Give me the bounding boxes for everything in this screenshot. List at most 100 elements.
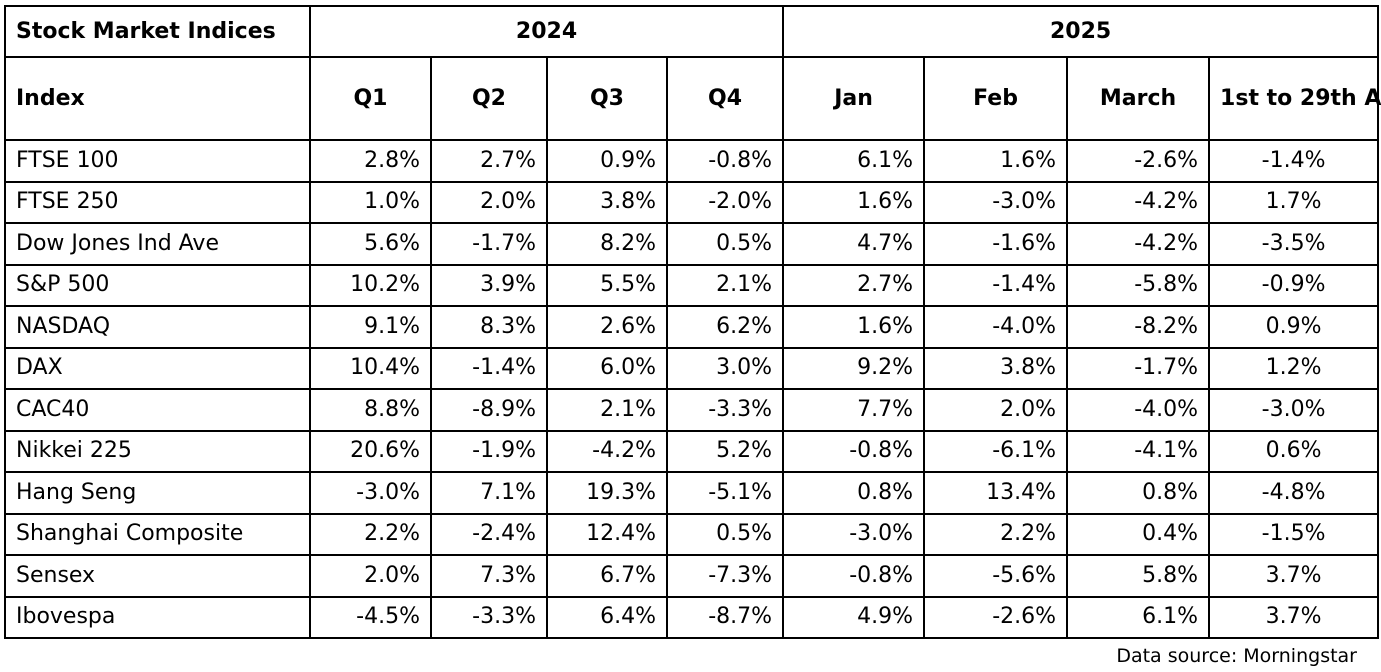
value-cell: 1.6% [782, 180, 926, 224]
value-cell: -4.2% [546, 429, 668, 473]
column-header-q3: Q3 [546, 56, 668, 141]
index-name-cell: Shanghai Composite [4, 512, 311, 556]
value-cell: 3.8% [546, 180, 668, 224]
table-row: CAC40 8.8% -8.9% 2.1% -3.3% 7.7% 2.0% -4.0% -3.0… [4, 388, 1380, 432]
column-header-q4: Q4 [665, 56, 785, 141]
value-cell: 2.7% [782, 263, 926, 307]
value-cell: -8.2% [1066, 305, 1211, 349]
index-name-cell: Nikkei 225 [4, 429, 311, 473]
value-cell: -4.0% [1066, 388, 1211, 432]
table-row: Ibovespa -4.5% -3.3% 6.4% -8.7% 4.9% -2.6% 6.1%… [4, 595, 1380, 639]
value-cell: -2.6% [923, 595, 1069, 639]
value-cell: 0.5% [665, 512, 785, 556]
value-cell: 7.1% [430, 471, 548, 515]
value-cell: 0.8% [782, 471, 926, 515]
value-cell: 13.4% [923, 471, 1069, 515]
value-cell: -1.4% [1208, 139, 1380, 183]
value-cell: 0.4% [1066, 512, 1211, 556]
value-cell: 1.6% [923, 139, 1069, 183]
value-cell: 2.2% [309, 512, 432, 556]
value-cell: 3.7% [1208, 595, 1380, 639]
index-name-cell: NASDAQ [4, 305, 311, 349]
table-row: Shanghai Composite 2.2% -2.4% 12.4% 0.5% -3.0… [4, 512, 1380, 556]
value-cell: -3.3% [665, 388, 785, 432]
value-cell: -1.9% [430, 429, 548, 473]
index-name-cell: Dow Jones Ind Ave [4, 222, 311, 266]
value-cell: -1.5% [1208, 512, 1380, 556]
value-cell: -8.9% [430, 388, 548, 432]
value-cell: 1.0% [309, 180, 432, 224]
value-cell: 6.0% [546, 346, 668, 390]
value-cell: 9.2% [782, 346, 926, 390]
table-row: Dow Jones Ind Ave 5.6% -1.7% 8.2% 0.5% 4.7% -1… [4, 222, 1380, 266]
table-row: S&P 500 10.2% 3.9% 5.5% 2.1% 2.7% -1.4% -5.8% -0… [4, 263, 1380, 307]
corner-label: Stock Market Indices [4, 5, 311, 58]
value-cell: 5.5% [546, 263, 668, 307]
value-cell: 5.6% [309, 222, 432, 266]
index-name-cell: Ibovespa [4, 595, 311, 639]
column-header-row: Index Q1 Q2 Q3 Q4 Jan Feb March 1st to 2… [4, 56, 1381, 141]
value-cell: -4.1% [1066, 429, 1211, 473]
value-cell: 6.4% [546, 595, 668, 639]
table-row: Nikkei 225 20.6% -1.9% -4.2% 5.2% -0.8% -6.1% -… [4, 429, 1380, 473]
group-2024-header: 2024 [308, 5, 785, 58]
value-cell: 2.1% [546, 388, 668, 432]
value-cell: 6.7% [546, 554, 668, 598]
value-cell: 7.3% [430, 554, 548, 598]
value-cell: 2.2% [923, 512, 1069, 556]
value-cell: 6.1% [1066, 595, 1211, 639]
value-cell: 3.9% [430, 263, 548, 307]
index-name-cell: S&P 500 [4, 263, 311, 307]
value-cell: 5.8% [1066, 554, 1211, 598]
value-cell: 2.0% [923, 388, 1069, 432]
table-row: NASDAQ 9.1% 8.3% 2.6% 6.2% 1.6% -4.0% -8.2% 0.9% [4, 305, 1380, 349]
value-cell: 2.0% [309, 554, 432, 598]
value-cell: 10.4% [309, 346, 432, 390]
index-name-cell: DAX [4, 346, 311, 390]
group-2025-header: 2025 [782, 5, 1380, 58]
value-cell: -3.0% [309, 471, 432, 515]
table-row: Hang Seng -3.0% 7.1% 19.3% -5.1% 0.8% 13.4% 0.8… [4, 471, 1380, 515]
value-cell: -2.4% [430, 512, 548, 556]
column-header-april: 1st to 29th April [1208, 56, 1381, 141]
value-cell: -4.5% [309, 595, 432, 639]
value-cell: 1.7% [1208, 180, 1380, 224]
column-header-feb: Feb [923, 56, 1069, 141]
value-cell: -1.7% [430, 222, 548, 266]
value-cell: 8.8% [309, 388, 432, 432]
value-cell: -1.6% [923, 222, 1069, 266]
value-cell: -7.3% [665, 554, 785, 598]
value-cell: 3.0% [665, 346, 785, 390]
table-row: FTSE 100 2.8% 2.7% 0.9% -0.8% 6.1% 1.6% -2.6% -1… [4, 139, 1380, 183]
value-cell: -2.0% [665, 180, 785, 224]
value-cell: 10.2% [309, 263, 432, 307]
value-cell: -4.2% [1066, 180, 1211, 224]
value-cell: 1.2% [1208, 346, 1380, 390]
value-cell: 0.6% [1208, 429, 1380, 473]
value-cell: 2.1% [665, 263, 785, 307]
column-header-q2: Q2 [430, 56, 548, 141]
value-cell: -0.8% [782, 554, 926, 598]
value-cell: 6.1% [782, 139, 926, 183]
value-cell: 2.8% [309, 139, 432, 183]
value-cell: 8.2% [546, 222, 668, 266]
column-header-march: March [1066, 56, 1211, 141]
value-cell: -0.8% [665, 139, 785, 183]
value-cell: -6.1% [923, 429, 1069, 473]
value-cell: 2.0% [430, 180, 548, 224]
column-header-q1: Q1 [309, 56, 432, 141]
value-cell: -4.2% [1066, 222, 1211, 266]
column-header-jan: Jan [782, 56, 926, 141]
value-cell: -1.4% [923, 263, 1069, 307]
value-cell: -5.1% [665, 471, 785, 515]
value-cell: 8.3% [430, 305, 548, 349]
value-cell: 2.6% [546, 305, 668, 349]
value-cell: 7.7% [782, 388, 926, 432]
value-cell: 4.9% [782, 595, 926, 639]
value-cell: -5.8% [1066, 263, 1211, 307]
value-cell: -3.0% [782, 512, 926, 556]
index-name-cell: FTSE 100 [4, 139, 311, 183]
value-cell: -2.6% [1066, 139, 1211, 183]
value-cell: 0.8% [1066, 471, 1211, 515]
value-cell: 6.2% [665, 305, 785, 349]
